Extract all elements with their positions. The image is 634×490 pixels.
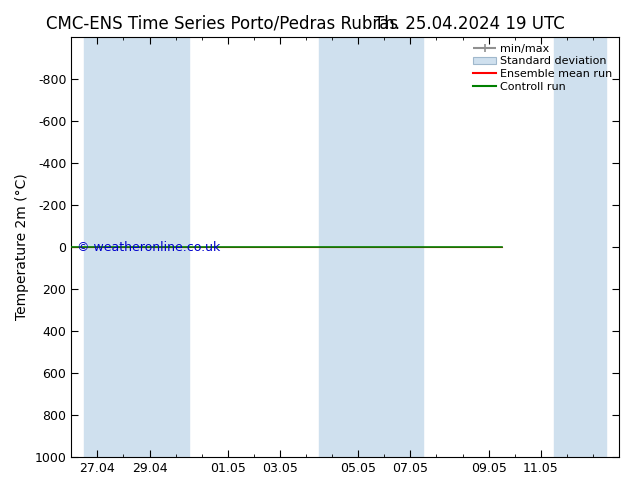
Text: Th. 25.04.2024 19 UTC: Th. 25.04.2024 19 UTC: [374, 15, 564, 33]
Y-axis label: Temperature 2m (°C): Temperature 2m (°C): [15, 174, 29, 320]
Legend: min/max, Standard deviation, Ensemble mean run, Controll run: min/max, Standard deviation, Ensemble me…: [469, 39, 617, 97]
Bar: [372, 37, 424, 457]
Text: © weatheronline.co.uk: © weatheronline.co.uk: [77, 241, 220, 254]
Bar: [84, 37, 136, 457]
Bar: [136, 37, 189, 457]
Text: CMC-ENS Time Series Porto/Pedras Rubras: CMC-ENS Time Series Porto/Pedras Rubras: [46, 15, 398, 33]
Bar: [553, 37, 606, 457]
Bar: [319, 37, 372, 457]
